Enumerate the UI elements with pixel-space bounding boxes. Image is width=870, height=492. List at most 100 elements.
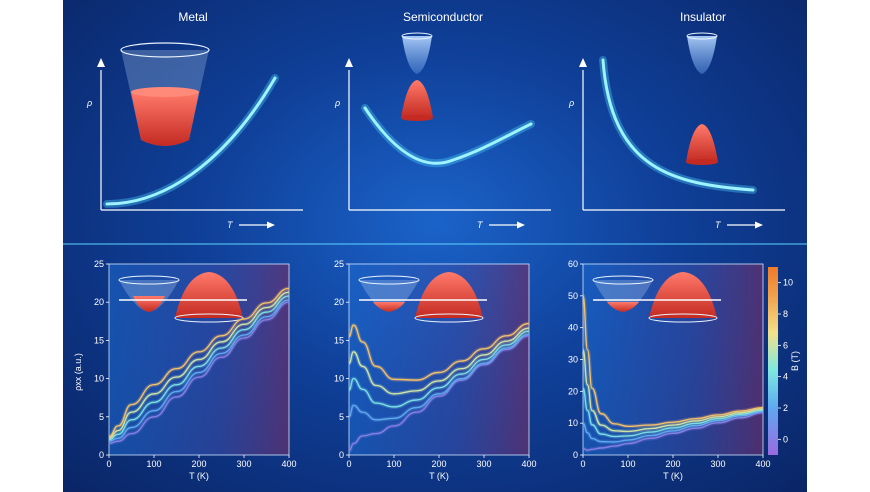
x-tick-label: 300 [236, 459, 251, 469]
y-tick-label: 60 [568, 259, 578, 269]
semiconductor-title: Semiconductor [403, 10, 483, 24]
series-line-B4 [108, 295, 290, 441]
semi-rho-label: ρ [334, 98, 340, 108]
series-line-B4 [348, 330, 530, 408]
insulator-panel: Insulator ρ T [568, 10, 785, 230]
series-line-B4 [582, 387, 764, 438]
chart-1: 0 100 200 300 400 0 5 10 15 20 25 T (K) [94, 259, 297, 481]
band-inset-icon [118, 272, 247, 323]
semi-vb-rim [401, 115, 433, 121]
metal-y-arrow-icon [97, 58, 105, 67]
semi-resistivity-curve [363, 106, 533, 165]
x-tick-label: 0 [346, 459, 351, 469]
y-tick-label: 30 [568, 355, 578, 365]
x-tick-label: 100 [620, 459, 635, 469]
inset-lower-band [175, 272, 243, 318]
metal-fermi-surface [131, 87, 199, 97]
inset-upper-rim [358, 275, 420, 285]
colorbar-gradient [768, 267, 778, 455]
y-tick-label: 20 [94, 297, 104, 307]
semi-y-arrow-icon [345, 58, 353, 67]
inset-lower-rim [174, 313, 244, 323]
ins-t-arrow-icon [755, 221, 763, 229]
x-tick-label: 200 [665, 459, 680, 469]
metal-rho-label: ρ [86, 98, 92, 108]
series-line-B8 [108, 287, 290, 438]
x-tick-label: 100 [146, 459, 161, 469]
ins-curve-glow [599, 56, 757, 194]
semiconductor-panel: Semiconductor ρ T [334, 10, 551, 230]
inset-filled-pocket [607, 302, 639, 312]
y-tick-label: 0 [573, 450, 578, 460]
series-line-B0 [582, 411, 764, 451]
ins-conduction-band-icon [687, 36, 717, 74]
x-tick-label: 200 [431, 459, 446, 469]
colorbar-tick-label: 4 [783, 372, 788, 382]
ins-cb-rim [686, 32, 718, 40]
y-tick-label: 20 [334, 297, 344, 307]
x-axis-label: T (K) [189, 471, 209, 481]
semi-valence-band-icon [401, 80, 433, 118]
y-tick-label: 10 [94, 374, 104, 384]
colorbar-tick-label: 2 [783, 403, 788, 413]
colorbar-tick-label: 8 [783, 309, 788, 319]
figure-svg: Metal ρ T Semiconductor ρ T Insulator [63, 10, 807, 481]
y-tick-label: 0 [339, 450, 344, 460]
y-tick-label: 25 [334, 259, 344, 269]
x-tick-label: 0 [580, 459, 585, 469]
x-tick-label: 400 [755, 459, 770, 469]
x-tick-label: 300 [710, 459, 725, 469]
ins-t-label: T [715, 220, 722, 230]
chart1-y-label: ρxx (a.u.) [73, 353, 83, 391]
y-tick-label: 15 [334, 335, 344, 345]
inset-filled-pocket [373, 302, 405, 312]
colorbar-tick-label: 6 [783, 340, 788, 350]
y-tick-label: 40 [568, 323, 578, 333]
series-line-B6 [108, 291, 290, 439]
y-tick-label: 20 [568, 386, 578, 396]
colorbar-tick-label: 0 [783, 434, 788, 444]
metal-panel: Metal ρ T [86, 10, 303, 230]
x-tick-label: 400 [281, 459, 296, 469]
colorbar-tick-label: 10 [783, 278, 793, 288]
series-line-B2 [582, 410, 764, 443]
series-line-B2 [108, 299, 290, 442]
inset-lower-rim [414, 313, 484, 323]
y-tick-label: 10 [334, 374, 344, 384]
inset-upper-cone [593, 280, 653, 312]
x-tick-label: 0 [106, 459, 111, 469]
y-tick-label: 5 [339, 412, 344, 422]
metal-t-arrow-icon [267, 221, 275, 229]
x-axis-label: T (K) [663, 471, 683, 481]
series-line-B8 [582, 295, 764, 428]
y-tick-label: 5 [99, 412, 104, 422]
metal-cone-rim [120, 42, 210, 58]
insulator-title: Insulator [680, 10, 726, 24]
semi-t-label: T [477, 220, 484, 230]
ins-rho-label: ρ [568, 98, 574, 108]
chart-2: 0 100 200 300 400 0 5 10 15 20 25 T (K) [334, 259, 537, 481]
series-line-B8 [348, 322, 530, 381]
ins-valence-band-icon [686, 124, 718, 162]
figure-canvas: Metal ρ T Semiconductor ρ T Insulator [63, 0, 807, 492]
inset-lower-rim [648, 313, 718, 323]
ins-vb-rim [686, 159, 718, 165]
x-tick-label: 300 [476, 459, 491, 469]
series-line-B2 [348, 333, 530, 421]
inset-upper-rim [592, 275, 654, 285]
series-line-B6 [348, 327, 530, 395]
series-line-B6 [582, 349, 764, 433]
semi-conduction-band-icon [402, 36, 432, 74]
band-inset-icon [592, 272, 721, 323]
y-tick-label: 0 [99, 450, 104, 460]
inset-upper-cone [359, 280, 419, 312]
colorbar: 0 2 4 6 8 10 B (T) [768, 267, 800, 455]
inset-upper-rim [118, 275, 180, 285]
y-tick-label: 25 [94, 259, 104, 269]
metal-title: Metal [178, 10, 207, 24]
x-tick-label: 100 [386, 459, 401, 469]
semi-cb-rim [401, 32, 433, 40]
x-tick-label: 400 [521, 459, 536, 469]
x-tick-label: 200 [191, 459, 206, 469]
colorbar-label: B (T) [790, 351, 800, 371]
